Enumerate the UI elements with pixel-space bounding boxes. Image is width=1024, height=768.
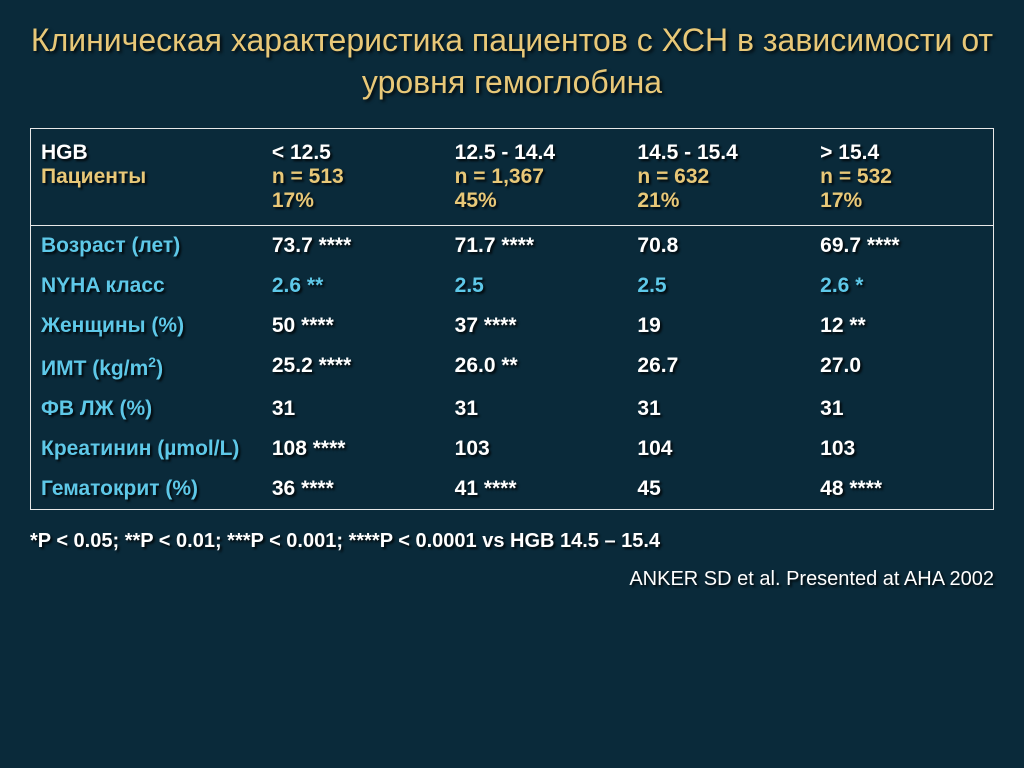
row-label: Гематокрит (%) [31,469,262,509]
n-value: n = 632 [637,165,800,189]
row-value: 69.7 **** [810,226,993,266]
footnote: *P < 0.05; **P < 0.01; ***P < 0.001; ***… [30,530,994,553]
row-value: 26.0 ** [445,346,628,389]
header-col-3: > 15.4 n = 532 17% [810,129,993,226]
row-value: 103 [445,429,628,469]
row-value: 71.7 **** [445,226,628,266]
row-label: ИМТ (kg/m2) [31,346,262,389]
row-label: ФВ ЛЖ (%) [31,389,262,429]
row-value: 31 [262,389,445,429]
row-value: 27.0 [810,346,993,389]
n-value: n = 532 [820,165,983,189]
table-header-row: HGB Пациенты < 12.5 n = 513 17% 12.5 - 1… [31,129,993,226]
row-value: 48 **** [810,469,993,509]
row-value: 104 [627,429,810,469]
data-table-container: HGB Пациенты < 12.5 n = 513 17% 12.5 - 1… [30,128,994,510]
n-value: n = 1,367 [455,165,618,189]
row-value: 70.8 [627,226,810,266]
patients-label: Пациенты [41,165,252,189]
hgb-range: < 12.5 [272,141,435,165]
row-value: 31 [445,389,628,429]
pct-value: 45% [455,189,618,213]
data-table: HGB Пациенты < 12.5 n = 513 17% 12.5 - 1… [31,129,993,509]
table-row: ФВ ЛЖ (%)31313131 [31,389,993,429]
hgb-range: > 15.4 [820,141,983,165]
row-value: 2.5 [445,266,628,306]
row-value: 25.2 **** [262,346,445,389]
row-value: 50 **** [262,306,445,346]
row-label: Женщины (%) [31,306,262,346]
table-row: Гематокрит (%)36 ****41 ****4548 **** [31,469,993,509]
header-col-1: 12.5 - 14.4 n = 1,367 45% [445,129,628,226]
table-row: Креатинин (µmol/L)108 ****103104103 [31,429,993,469]
table-row: ИМТ (kg/m2)25.2 ****26.0 **26.727.0 [31,346,993,389]
n-value: n = 513 [272,165,435,189]
row-value: 2.6 * [810,266,993,306]
row-label: NYHA класс [31,266,262,306]
pct-value: 17% [820,189,983,213]
header-label-cell: HGB Пациенты [31,129,262,226]
row-value: 12 ** [810,306,993,346]
row-label: Креатинин (µmol/L) [31,429,262,469]
row-value: 2.5 [627,266,810,306]
pct-value: 17% [272,189,435,213]
citation: ANKER SD et al. Presented at AHA 2002 [30,568,994,591]
table-row: Женщины (%)50 ****37 ****1912 ** [31,306,993,346]
row-value: 31 [627,389,810,429]
row-value: 103 [810,429,993,469]
slide-title: Клиническая характеристика пациентов с Х… [30,20,994,103]
row-value: 26.7 [627,346,810,389]
row-value: 73.7 **** [262,226,445,266]
hgb-label: HGB [41,141,252,165]
header-col-2: 14.5 - 15.4 n = 632 21% [627,129,810,226]
table-row: Возраст (лет)73.7 ****71.7 ****70.869.7 … [31,226,993,266]
row-value: 108 **** [262,429,445,469]
row-value: 2.6 ** [262,266,445,306]
header-col-0: < 12.5 n = 513 17% [262,129,445,226]
row-value: 41 **** [445,469,628,509]
hgb-range: 12.5 - 14.4 [455,141,618,165]
pct-value: 21% [637,189,800,213]
row-value: 36 **** [262,469,445,509]
row-value: 19 [627,306,810,346]
row-value: 37 **** [445,306,628,346]
hgb-range: 14.5 - 15.4 [637,141,800,165]
row-label: Возраст (лет) [31,226,262,266]
row-value: 31 [810,389,993,429]
table-row: NYHA класс2.6 **2.52.52.6 * [31,266,993,306]
row-value: 45 [627,469,810,509]
